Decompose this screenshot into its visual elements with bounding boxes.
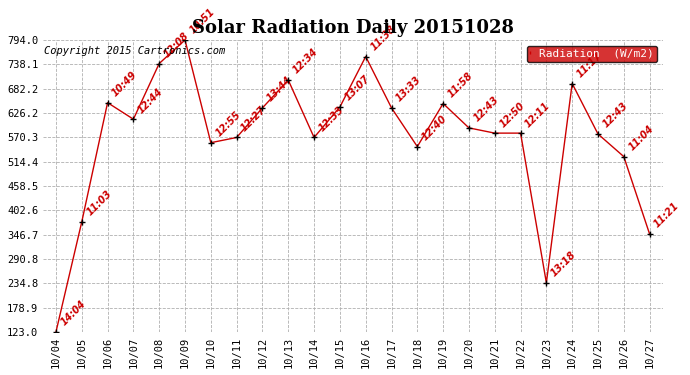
Text: 14:04: 14:04 [59,299,88,328]
Text: 11:21: 11:21 [652,201,681,230]
Text: 10:49: 10:49 [110,70,139,99]
Text: 12:27: 12:27 [239,104,268,133]
Text: 11:17: 11:17 [575,51,604,80]
Text: 13:18: 13:18 [549,250,578,279]
Text: 12:44: 12:44 [136,86,165,115]
Text: 12:50: 12:50 [497,100,526,129]
Text: 12:34: 12:34 [291,47,320,76]
Text: 11:38: 11:38 [368,24,397,52]
Text: 11:04: 11:04 [627,123,655,153]
Text: 10:51: 10:51 [188,7,217,36]
Text: 12:33: 12:33 [317,104,346,133]
Text: 13:07: 13:07 [343,74,371,103]
Title: Solar Radiation Daily 20151028: Solar Radiation Daily 20151028 [192,19,514,37]
Text: Copyright 2015 Cartronics.com: Copyright 2015 Cartronics.com [44,46,226,56]
Text: 12:43: 12:43 [472,95,501,124]
Text: 12:40: 12:40 [420,114,449,142]
Text: 11:58: 11:58 [446,70,475,99]
Text: 12:43: 12:43 [601,101,630,130]
Text: 13:44: 13:44 [265,75,294,104]
Text: 12:55: 12:55 [214,110,242,138]
Text: 12:08: 12:08 [162,30,191,59]
Legend: Radiation  (W/m2): Radiation (W/m2) [526,46,657,62]
Text: 11:03: 11:03 [85,189,113,218]
Text: 13:33: 13:33 [394,75,423,104]
Text: 12:11: 12:11 [523,100,552,129]
